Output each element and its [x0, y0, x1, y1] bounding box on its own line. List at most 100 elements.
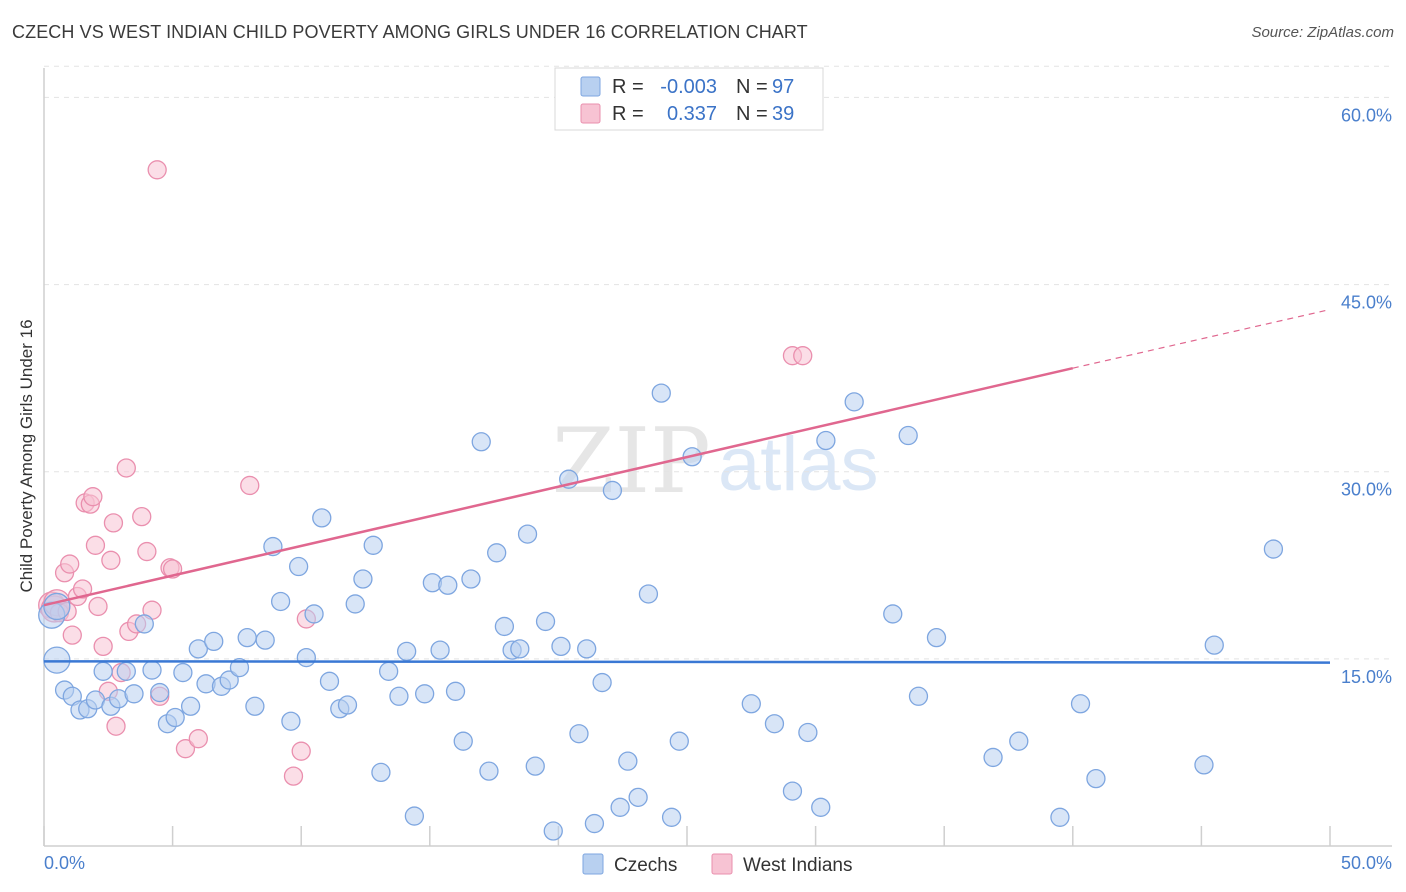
west-indians-point	[101, 550, 121, 570]
legend-r-label-west-indians: R =	[612, 103, 644, 125]
czechs-point	[1263, 539, 1284, 559]
czechs-point	[618, 751, 638, 771]
grid-lines	[44, 65, 1392, 660]
czechs-point	[610, 797, 630, 817]
czechs-point	[1204, 635, 1224, 655]
bottom-legend-label-czechs: Czechs	[614, 855, 677, 876]
czechs-point	[304, 604, 324, 624]
czechs-point	[908, 686, 929, 706]
west-indians-point	[291, 741, 311, 761]
czechs-point	[337, 695, 358, 715]
legend-n-label-west-indians: N =	[736, 103, 768, 125]
czechs-point	[816, 430, 836, 451]
czechs-point	[245, 696, 265, 716]
czechs-point	[798, 722, 818, 743]
legend-swatch-west-indians	[580, 103, 601, 124]
czechs-point	[345, 594, 365, 614]
legend-n-label-czechs: N =	[736, 76, 768, 98]
west-indians-point	[175, 739, 196, 759]
czechs-point	[628, 787, 648, 807]
watermark-atlas: atlas	[718, 422, 879, 507]
czechs-point	[43, 646, 71, 674]
czechs-point	[638, 584, 659, 604]
west-indians-point	[132, 506, 152, 527]
x-ticks	[43, 826, 1331, 846]
czechs-point	[43, 592, 71, 621]
czechs-point	[844, 392, 864, 412]
czechs-point	[378, 661, 399, 681]
bottom-legend-label-west-indians: West Indians	[743, 855, 852, 876]
czechs-point	[404, 806, 425, 826]
west-indians-point	[793, 346, 813, 366]
czechs-point	[1194, 755, 1214, 775]
y-axis-label: Child Poverty Among Girls Under 16	[17, 319, 36, 592]
czechs-point	[173, 662, 193, 683]
czechs-point	[1009, 731, 1029, 751]
west-indians-point	[103, 513, 124, 533]
czechs-point	[124, 684, 144, 704]
west-indians-point	[60, 554, 80, 574]
west-indians-point	[137, 541, 157, 562]
czechs-point	[150, 682, 170, 703]
trend-lines	[43, 308, 1331, 664]
west-indians-point	[83, 487, 103, 507]
czechs-point	[1086, 768, 1106, 789]
west-indians-trend-extension	[1072, 308, 1331, 369]
west-indians-point	[88, 596, 108, 617]
czechs-point	[883, 604, 903, 624]
czechs-point	[602, 480, 623, 501]
czechs-point	[288, 556, 309, 577]
czechs-point	[494, 616, 515, 637]
bottom-legend-swatch-czechs	[582, 853, 604, 875]
west-indians-point	[93, 636, 113, 657]
bottom-legend-swatch-west-indians	[711, 853, 733, 875]
czechs-point	[312, 508, 332, 528]
y-tick-label: 30.0%	[1341, 480, 1392, 500]
czechs-point	[255, 630, 275, 650]
czechs-point	[371, 762, 391, 783]
czechs-point	[741, 694, 761, 714]
czechs-point	[577, 639, 597, 659]
czechs-point	[525, 756, 545, 776]
czechs-point	[461, 569, 481, 589]
chart-title: CZECH VS WEST INDIAN CHILD POVERTY AMONG…	[12, 22, 808, 42]
czechs-point	[204, 631, 224, 652]
legend-n-value-west-indians: 39	[772, 103, 794, 125]
legend-r-value-czechs: -0.003	[660, 76, 717, 98]
czechs-point	[237, 627, 257, 648]
legend-n-value-czechs: 97	[772, 76, 794, 98]
czechs-point	[926, 627, 947, 648]
czechs-point	[296, 647, 316, 668]
czechs-point	[430, 640, 450, 660]
czechs-point	[898, 425, 918, 446]
west-indians-trend-line	[43, 366, 1074, 607]
czechs-point	[782, 781, 803, 801]
czechs-point	[479, 761, 499, 781]
legend-r-value-west-indians: 0.337	[667, 103, 717, 125]
czechs-point	[669, 731, 689, 751]
czechs-point	[535, 611, 556, 632]
legend-swatch-czechs	[580, 76, 601, 97]
y-tick-label: 60.0%	[1341, 105, 1392, 125]
czechs-point	[510, 639, 530, 659]
czechs-point	[471, 432, 491, 452]
west-indians-point	[283, 766, 304, 786]
czechs-point	[270, 591, 291, 612]
west-indians-point	[188, 729, 208, 749]
czechs-point	[438, 575, 458, 595]
czechs-point	[219, 670, 239, 690]
axes	[43, 68, 1392, 847]
czechs-point	[1050, 807, 1070, 827]
czechs-point	[543, 821, 563, 841]
correlation-legend: R = -0.003 N = 97 R = 0.337 N = 39	[554, 67, 824, 131]
chart-source: Source: ZipAtlas.com	[1251, 24, 1394, 41]
czechs-point	[487, 543, 507, 563]
czechs-point	[188, 639, 208, 659]
west-indians-point	[72, 579, 93, 599]
west-indians-point	[62, 625, 82, 645]
czechs-point	[983, 747, 1003, 768]
series-legend: Czechs West Indians	[582, 853, 852, 876]
czechs-point	[415, 684, 435, 704]
czechs-point	[551, 636, 571, 657]
